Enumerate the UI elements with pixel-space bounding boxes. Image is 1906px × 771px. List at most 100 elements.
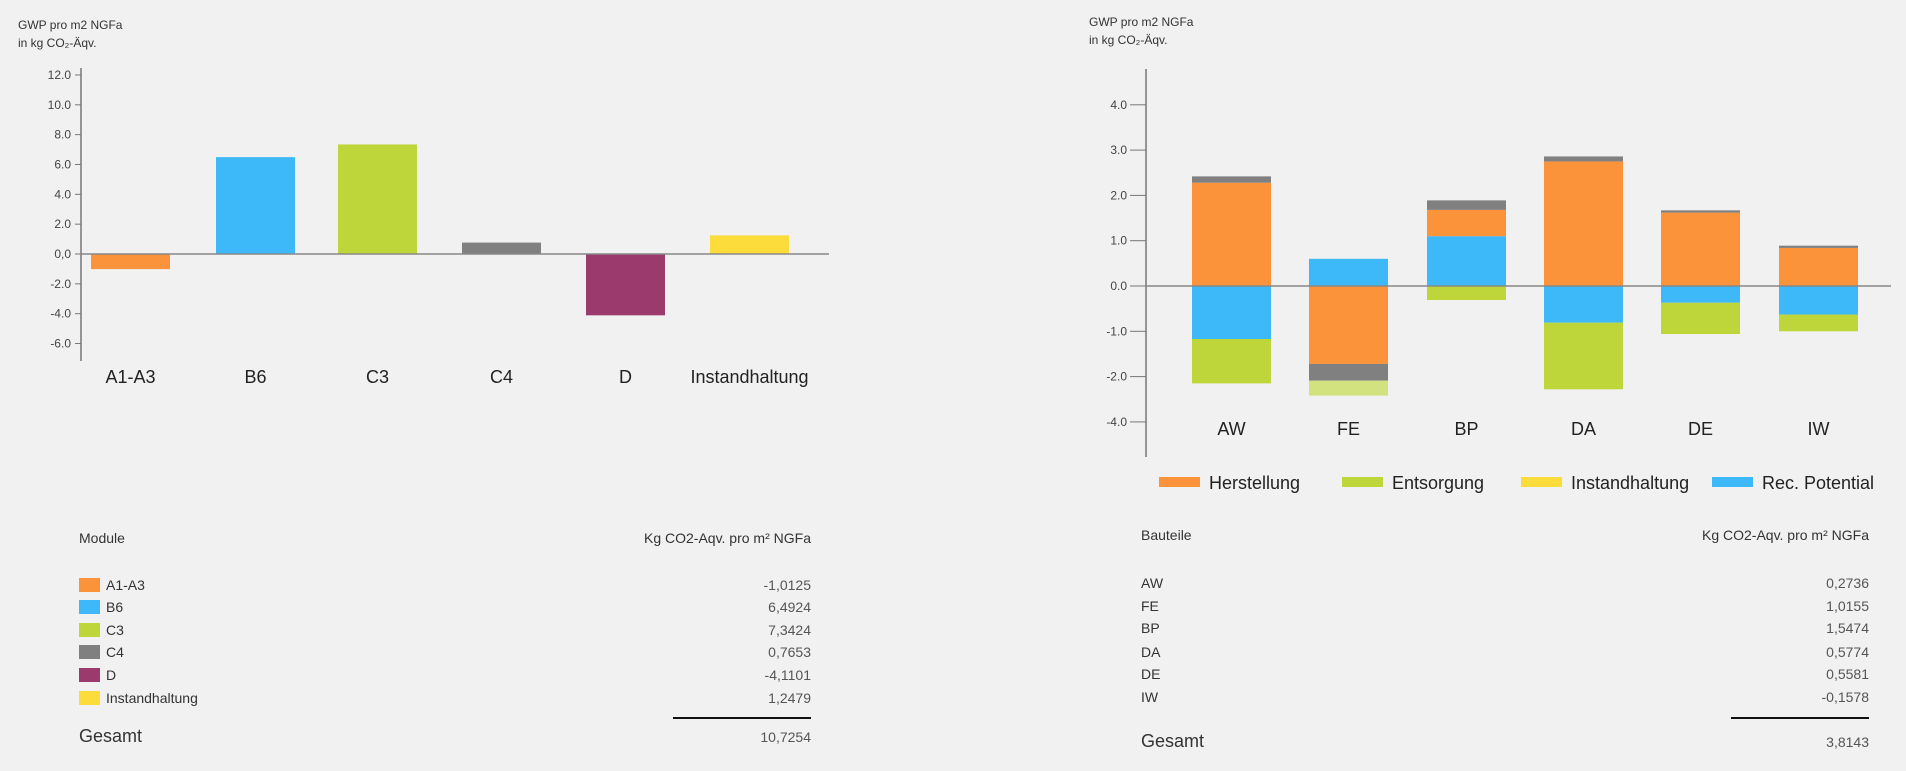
right-bar-bp-other-segment	[1427, 200, 1506, 210]
right-chart-y-title-line-1: GWP pro m2 NGFa	[1089, 15, 1194, 29]
left-bar-d	[586, 254, 665, 316]
right-x-label: IW	[1808, 419, 1830, 439]
right-x-label: BP	[1454, 419, 1478, 439]
table-row: DE 0,5581	[1141, 664, 1869, 684]
right-bar-fe-rec-potential-segment	[1309, 258, 1388, 286]
left-y-tick-label: -6.0	[50, 337, 71, 351]
row-label: D	[106, 667, 117, 683]
row-label: AW	[1141, 575, 1164, 591]
row-value: 7,3424	[768, 622, 811, 638]
modules-header-value: Kg CO2-Aqv. pro m² NGFa	[643, 530, 811, 546]
left-y-tick-label: 10.0	[48, 98, 72, 112]
left-bar-c3	[338, 144, 417, 254]
right-bar-fe-other-segment	[1309, 380, 1388, 396]
components-header-label: Bauteile	[1141, 527, 1192, 543]
components-header-value: Kg CO2-Aqv. pro m² NGFa	[1701, 527, 1869, 543]
left-y-tick-label: 2.0	[54, 217, 71, 231]
table-row: AW 0,2736	[1141, 573, 1869, 593]
left-y-tick-label: -2.0	[50, 277, 71, 291]
left-bar-c4	[462, 242, 541, 254]
left-x-label: B6	[244, 367, 266, 387]
color-swatch	[79, 623, 100, 638]
row-value: -1,0125	[763, 577, 811, 593]
right-y-tick-label: -2.0	[1106, 370, 1127, 384]
color-swatch	[79, 578, 100, 593]
table-row: FE 1,0155	[1141, 596, 1869, 616]
right-y-tick-label: 2.0	[1110, 188, 1127, 202]
right-chart-y-title: GWP pro m2 NGFa in kg CO₂-Äqv.	[1089, 13, 1193, 49]
left-x-label: D	[619, 367, 632, 387]
legend-label: Instandhaltung	[1571, 473, 1689, 493]
row-value: 0,2736	[1826, 575, 1869, 591]
row-label: C4	[106, 644, 124, 660]
total-label: Gesamt	[1141, 731, 1205, 751]
right-y-tick-label: 0.0	[1110, 279, 1127, 293]
legend-label: Rec. Potential	[1762, 473, 1874, 493]
row-label: B6	[106, 599, 124, 615]
table-row: C4 0,7653	[79, 642, 811, 662]
legend-swatch-rec-potential	[1712, 477, 1753, 487]
right-bar-aw-rec-potential-segment	[1192, 286, 1271, 340]
row-value: 1,2479	[768, 690, 811, 706]
total-divider	[673, 717, 811, 719]
row-value: -4,1101	[764, 667, 811, 683]
color-swatch	[79, 668, 100, 683]
left-bar-b6	[216, 157, 295, 254]
modules-table: Module Kg CO2-Aqv. pro m² NGFa A1-A3 -1,0…	[79, 530, 811, 760]
right-bar-fe-herstellung-segment	[1309, 286, 1388, 364]
left-bar-instandhaltung	[710, 235, 789, 254]
row-value: 1,5474	[1826, 620, 1869, 636]
legend-swatch-entsorgung	[1342, 477, 1383, 487]
right-y-tick-label: 1.0	[1110, 234, 1127, 248]
table-row: C3 7,3424	[79, 620, 811, 640]
right-bar-aw-entsorgung-segment	[1192, 339, 1271, 384]
total-value: 10,7254	[760, 729, 811, 745]
left-chart-y-title-line-2: in kg CO₂-Äqv.	[18, 36, 97, 50]
color-swatch	[79, 691, 100, 706]
left-x-label: C4	[490, 367, 513, 387]
row-label: C3	[106, 622, 124, 638]
right-bar-bp-herstellung-segment	[1427, 209, 1506, 237]
color-swatch	[79, 645, 100, 660]
row-value: 0,5581	[1826, 666, 1869, 682]
legend-label: Entsorgung	[1392, 473, 1484, 493]
right-bar-de-rec-potential-segment	[1661, 286, 1740, 303]
table-row: A1-A3 -1,0125	[79, 575, 811, 595]
row-label: BP	[1141, 620, 1160, 636]
row-value: 0,5774	[1826, 644, 1869, 660]
left-y-tick-label: 6.0	[54, 157, 71, 171]
right-y-tick-label: -4.0	[1106, 415, 1127, 429]
row-label: DE	[1141, 666, 1161, 682]
table-row: BP 1,5474	[1141, 618, 1869, 638]
right-x-label: FE	[1337, 419, 1360, 439]
table-row: D -4,1101	[79, 665, 811, 685]
color-swatch	[79, 600, 100, 615]
right-bar-iw-rec-potential-segment	[1779, 286, 1858, 315]
legend-label: Herstellung	[1209, 473, 1300, 493]
table-row: IW -0,1578	[1141, 687, 1869, 707]
total-divider	[1731, 717, 1869, 719]
left-x-label: Instandhaltung	[690, 367, 808, 387]
row-label: IW	[1141, 689, 1159, 705]
right-x-label: AW	[1217, 419, 1245, 439]
legend-swatch-instandhaltung	[1521, 477, 1562, 487]
table-row: B6 6,4924	[79, 597, 811, 617]
left-chart-y-title-line-1: GWP pro m2 NGFa	[18, 18, 123, 32]
right-bar-de-other-segment	[1661, 210, 1740, 213]
table-row: Instandhaltung 1,2479	[79, 688, 811, 708]
right-bar-iw-herstellung-segment	[1779, 247, 1858, 286]
left-bar-a1-a3	[91, 254, 170, 270]
row-label: A1-A3	[106, 577, 145, 593]
right-chart-y-title-line-2: in kg CO₂-Äqv.	[1089, 33, 1168, 47]
right-bar-da-rec-potential-segment	[1544, 286, 1623, 323]
right-bar-iw-other-segment	[1779, 245, 1858, 248]
right-bar-da-other-segment	[1544, 156, 1623, 162]
right-bar-bp-rec-potential-segment	[1427, 236, 1506, 286]
right-bar-de-herstellung-segment	[1661, 212, 1740, 286]
left-x-label: C3	[366, 367, 389, 387]
right-bar-da-herstellung-segment	[1544, 161, 1623, 286]
right-y-tick-label: 4.0	[1110, 98, 1127, 112]
components-table: Bauteile Kg CO2-Aqv. pro m² NGFa AW 0,273…	[1141, 527, 1869, 757]
legend-swatch-herstellung	[1159, 477, 1200, 487]
